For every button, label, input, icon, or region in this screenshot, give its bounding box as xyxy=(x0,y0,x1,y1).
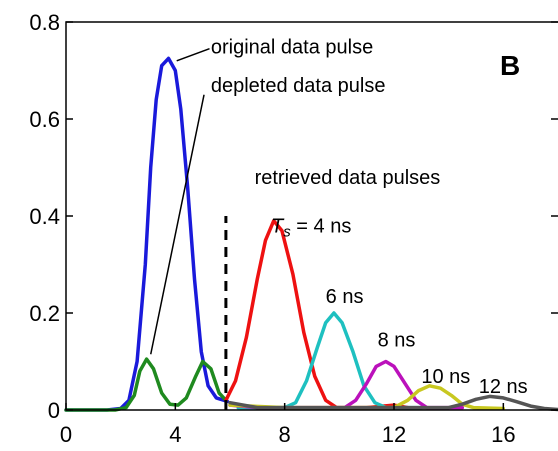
panel-label: B xyxy=(500,50,520,81)
y-tick-label: 0 xyxy=(48,398,60,423)
pulse-label-3: 8 ns xyxy=(378,330,416,352)
x-axis-ticks: 0 4 8 12 16 xyxy=(60,403,516,447)
y-tick-label: 0.4 xyxy=(29,204,60,229)
x-tick-label: 8 xyxy=(279,422,291,447)
series-line-1 xyxy=(64,56,230,412)
pulse-label-5: 12 ns xyxy=(479,376,528,398)
annotation-pointer xyxy=(149,94,205,355)
x-tick-label: 16 xyxy=(491,422,515,447)
y-tick-label: 0.6 xyxy=(29,107,60,132)
series-layer xyxy=(64,56,558,412)
series-line-7 xyxy=(228,394,558,412)
x-tick-label: 0 xyxy=(60,422,72,447)
annotation-label-2: depleted data pulse xyxy=(211,75,386,97)
y-axis-ticks: 0 0.2 0.4 0.6 0.8 xyxy=(29,10,558,423)
series-line-4 xyxy=(236,311,424,410)
x-tick-label: 4 xyxy=(169,422,181,447)
pulse-label-4: 10 ns xyxy=(421,366,470,388)
series-line-2 xyxy=(64,357,228,412)
annotation-label-1: original data pulse xyxy=(211,36,373,58)
series-line-3 xyxy=(224,219,410,410)
annotation-label-3: retrieved data pulses xyxy=(255,167,441,189)
pulse-label-1: Ts = 4 ns xyxy=(271,216,351,241)
annotation-layer: original data pulse depleted data pulse re… xyxy=(149,36,528,398)
annotation-pointer xyxy=(176,47,210,62)
y-tick-label: 0.2 xyxy=(29,301,60,326)
pulse-label-2: 6 ns xyxy=(326,286,364,308)
x-tick-label: 12 xyxy=(382,422,406,447)
y-tick-label: 0.8 xyxy=(29,10,60,35)
